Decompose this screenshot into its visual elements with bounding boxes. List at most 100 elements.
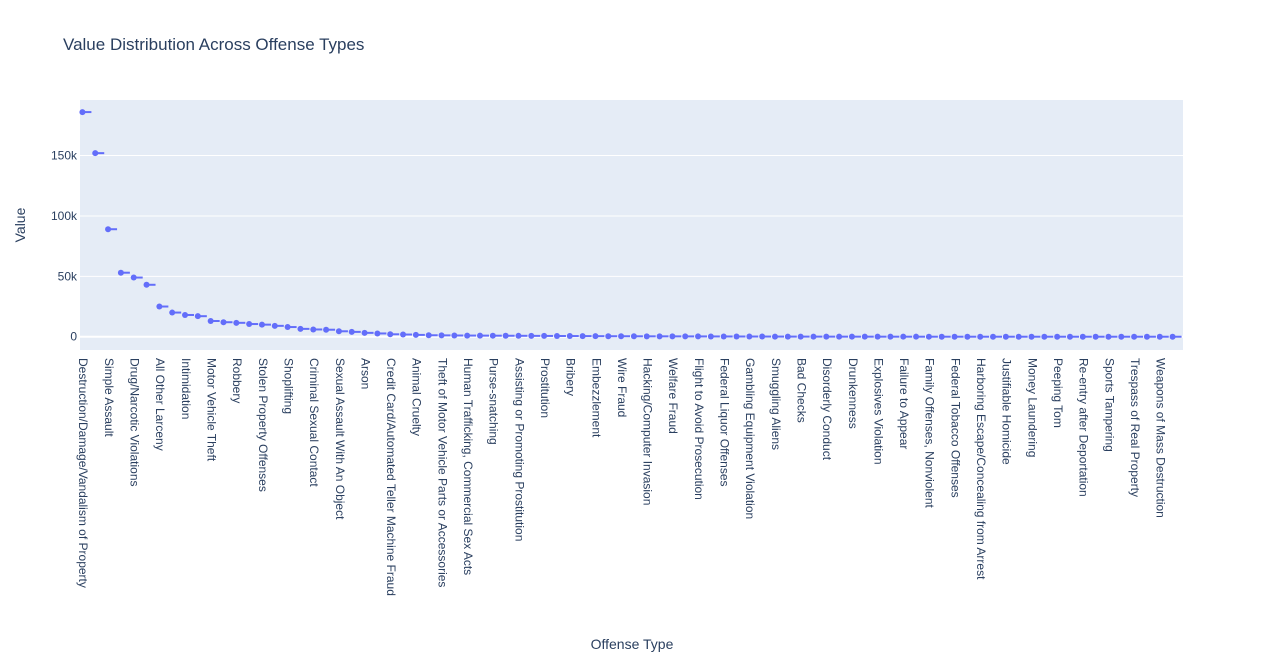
point bbox=[233, 319, 240, 326]
x-tick-label: All Other Larceny bbox=[153, 358, 167, 451]
point bbox=[900, 333, 907, 340]
point bbox=[746, 333, 753, 340]
point bbox=[797, 333, 804, 340]
point bbox=[489, 332, 496, 339]
point bbox=[925, 333, 932, 340]
x-tick-label: Peeping Tom bbox=[1051, 358, 1065, 428]
point bbox=[400, 331, 407, 338]
x-tick-label: Intimidation bbox=[179, 358, 193, 419]
x-tick-label: Harboring Escape/Concealing from Arrest bbox=[974, 358, 988, 580]
point bbox=[1041, 333, 1048, 340]
x-tick-label: Destruction/Damage/Vandalism of Property bbox=[76, 358, 90, 588]
x-tick-label: Assisting or Promoting Prostitution bbox=[512, 358, 526, 541]
point bbox=[1066, 333, 1073, 340]
point bbox=[310, 326, 317, 333]
x-tick-label: Disorderly Conduct bbox=[820, 358, 834, 461]
y-tick-label: 50k bbox=[58, 269, 78, 283]
point bbox=[669, 333, 676, 340]
x-tick-label: Sexual Assault With An Object bbox=[333, 358, 347, 520]
point bbox=[246, 321, 253, 328]
point bbox=[823, 333, 830, 340]
point bbox=[182, 311, 189, 318]
point bbox=[630, 333, 637, 340]
point bbox=[156, 303, 163, 310]
y-tick-label: 0 bbox=[70, 330, 77, 344]
x-tick-label: Stolen Property Offenses bbox=[256, 358, 270, 492]
point bbox=[258, 321, 265, 328]
x-tick-label: Family Offenses, Nonviolent bbox=[923, 358, 937, 509]
x-tick-label: Prostitution bbox=[538, 358, 552, 418]
point bbox=[964, 333, 971, 340]
point bbox=[836, 333, 843, 340]
point bbox=[92, 150, 99, 157]
point bbox=[117, 269, 124, 276]
point bbox=[143, 281, 150, 288]
point bbox=[451, 332, 458, 339]
x-tick-label: Robbery bbox=[230, 358, 244, 403]
x-tick-label: Wire Fraud bbox=[615, 358, 629, 417]
point bbox=[1105, 333, 1112, 340]
point bbox=[977, 333, 984, 340]
x-tick-label: Money Laundering bbox=[1025, 358, 1039, 457]
point bbox=[887, 333, 894, 340]
x-tick-label: Credit Card/Automated Teller Machine Fra… bbox=[384, 358, 398, 596]
point bbox=[387, 331, 394, 338]
point bbox=[938, 333, 945, 340]
point bbox=[682, 333, 689, 340]
x-tick-label: Simple Assault bbox=[102, 358, 116, 437]
point bbox=[913, 333, 920, 340]
point bbox=[220, 319, 227, 326]
x-tick-label: Re-entry after Deportation bbox=[1077, 358, 1091, 497]
x-tick-label: Shoplifting bbox=[281, 358, 295, 414]
x-tick-label: Purse-snatching bbox=[487, 358, 501, 445]
point bbox=[335, 328, 342, 335]
point bbox=[1131, 333, 1138, 340]
point bbox=[528, 332, 535, 339]
point bbox=[618, 333, 625, 340]
point bbox=[784, 333, 791, 340]
x-tick-label: Bribery bbox=[564, 358, 578, 396]
x-tick-label: Trespass of Real Property bbox=[1128, 358, 1142, 497]
point bbox=[1028, 333, 1035, 340]
x-tick-label: Sports Tampering bbox=[1102, 358, 1116, 452]
x-tick-label: Weapons of Mass Destruction bbox=[1154, 358, 1168, 518]
point bbox=[1118, 333, 1125, 340]
point bbox=[502, 332, 509, 339]
point bbox=[848, 333, 855, 340]
y-tick-label: 100k bbox=[51, 209, 78, 223]
point bbox=[1002, 333, 1009, 340]
x-tick-label: Criminal Sexual Contact bbox=[307, 358, 321, 487]
y-axis-title: Value bbox=[12, 207, 28, 242]
x-tick-label: Explosives Violation bbox=[871, 358, 885, 465]
point bbox=[605, 333, 612, 340]
plot-area bbox=[80, 100, 1183, 350]
point bbox=[464, 332, 471, 339]
point bbox=[695, 333, 702, 340]
x-tick-label: Drug/Narcotic Violations bbox=[128, 358, 142, 487]
point bbox=[566, 333, 573, 340]
point bbox=[874, 333, 881, 340]
y-tick-label: 150k bbox=[51, 149, 78, 163]
x-tick-label: Gambling Equipment Violation bbox=[743, 358, 757, 519]
x-tick-label: Human Trafficking, Commercial Sex Acts bbox=[461, 358, 475, 575]
point bbox=[515, 332, 522, 339]
x-tick-label: Flight to Avoid Prosecution bbox=[692, 358, 706, 500]
point bbox=[1156, 333, 1163, 340]
point bbox=[374, 330, 381, 337]
x-tick-label: Theft of Motor Vehicle Parts or Accessor… bbox=[435, 358, 449, 587]
x-tick-label: Federal Tobacco Offenses bbox=[948, 358, 962, 498]
point bbox=[412, 331, 419, 338]
x-tick-label: Failure to Appear bbox=[897, 358, 911, 449]
point bbox=[297, 325, 304, 332]
point bbox=[130, 274, 137, 281]
point bbox=[323, 326, 330, 333]
point bbox=[348, 328, 355, 335]
point bbox=[105, 226, 112, 233]
x-tick-label: Arson bbox=[358, 358, 372, 389]
point bbox=[592, 333, 599, 340]
point bbox=[1015, 333, 1022, 340]
point bbox=[656, 333, 663, 340]
point bbox=[733, 333, 740, 340]
x-tick-label: Justifiable Homicide bbox=[1000, 358, 1014, 465]
point bbox=[541, 332, 548, 339]
